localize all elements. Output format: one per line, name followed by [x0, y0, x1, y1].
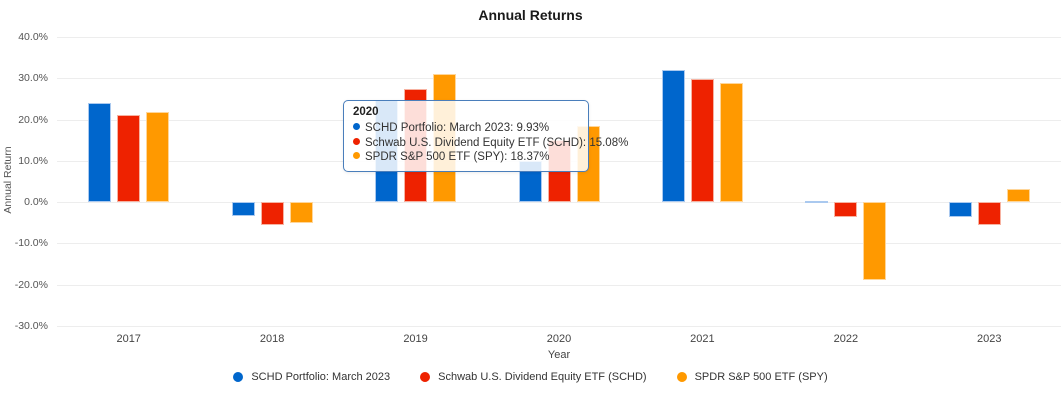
chart-title: Annual Returns	[478, 7, 583, 23]
legend-dot	[420, 372, 431, 382]
x-tick-label: 2022	[833, 333, 859, 345]
tooltip-row: Schwab U.S. Dividend Equity ETF (SCHD): …	[353, 136, 628, 151]
tooltip-row-label: SCHD Portfolio: March 2023: 9.93%	[365, 122, 550, 134]
tooltip-row-label: SPDR S&P 500 ETF (SPY): 18.37%	[365, 151, 550, 163]
x-tick-label: 2020	[546, 333, 572, 345]
gridline	[57, 37, 1061, 38]
y-tick-label: 40.0%	[18, 31, 48, 43]
x-axis-title: Year	[547, 349, 571, 361]
bar-2023-series-2[interactable]	[1006, 189, 1030, 202]
bar-2021-series-2[interactable]	[719, 83, 743, 202]
y-tick-label: -10.0%	[14, 237, 48, 250]
bar-2018-series-2[interactable]	[289, 202, 313, 223]
y-tick-label: 10.0%	[18, 154, 48, 167]
bar-2021-series-1[interactable]	[690, 79, 714, 202]
bar-2018-series-1[interactable]	[260, 202, 284, 226]
legend-item-series-1[interactable]: Schwab U.S. Dividend Equity ETF (SCHD)	[420, 371, 647, 383]
legend-label: SPDR S&P 500 ETF (SPY)	[694, 371, 828, 383]
gridline	[57, 78, 1061, 80]
tooltip-rows: SCHD Portfolio: March 2023: 9.93% Schwab …	[353, 121, 628, 165]
x-tick-label: 2017	[116, 333, 141, 345]
bar-2017-series-0[interactable]	[88, 103, 112, 202]
bar-2022-series-1[interactable]	[834, 202, 858, 218]
tooltip-series-dot	[353, 137, 360, 145]
bar-2022-series-0[interactable]	[805, 200, 829, 203]
legend-label: SCHD Portfolio: March 2023	[251, 371, 391, 383]
x-tick-label: 2018	[259, 333, 285, 345]
y-tick-label: 30.0%	[18, 72, 48, 85]
y-tick-label: -20.0%	[14, 278, 48, 291]
tooltip-row: SPDR S&P 500 ETF (SPY): 18.37%	[353, 150, 579, 165]
legend-item-series-0[interactable]: SCHD Portfolio: March 2023	[233, 371, 390, 383]
bar-2022-series-2[interactable]	[863, 202, 887, 280]
x-tick-label: 2023	[977, 333, 1002, 345]
x-tick-label: 2021	[690, 333, 715, 345]
bar-2018-series-0[interactable]	[231, 202, 255, 217]
legend-item-series-2[interactable]: SPDR S&P 500 ETF (SPY)	[676, 371, 828, 383]
bar-2017-series-1[interactable]	[117, 115, 141, 202]
legend-dot	[676, 372, 687, 382]
tooltip-series-dot	[353, 152, 360, 159]
legend-label: Schwab U.S. Dividend Equity ETF (SCHD)	[438, 371, 647, 383]
legend: SCHD Portfolio: March 2023 Schwab U.S. Di…	[0, 371, 1061, 383]
gridline	[57, 325, 1061, 327]
legend-dot	[233, 372, 244, 382]
tooltip-row: SCHD Portfolio: March 2023: 9.93%	[353, 121, 579, 136]
gridline	[57, 284, 1061, 286]
tooltip-row-label: Schwab U.S. Dividend Equity ETF (SCHD): …	[365, 136, 629, 149]
y-tick-label: 20.0%	[18, 113, 48, 126]
bar-2023-series-0[interactable]	[948, 202, 972, 217]
tooltip-header: 2020	[353, 106, 379, 118]
bar-2017-series-2[interactable]	[146, 112, 170, 202]
tooltip: 2020 SCHD Portfolio: March 2023: 9.93% Sc…	[343, 100, 628, 172]
bar-2021-series-0[interactable]	[661, 70, 685, 202]
y-tick-label: -30.0%	[14, 319, 48, 332]
y-tick-label: 0.0%	[24, 196, 48, 208]
bar-2023-series-1[interactable]	[977, 202, 1001, 226]
x-tick-label: 2019	[403, 333, 428, 345]
gridline	[57, 202, 1061, 203]
gridline	[57, 243, 1061, 245]
tooltip-series-dot	[353, 123, 360, 130]
